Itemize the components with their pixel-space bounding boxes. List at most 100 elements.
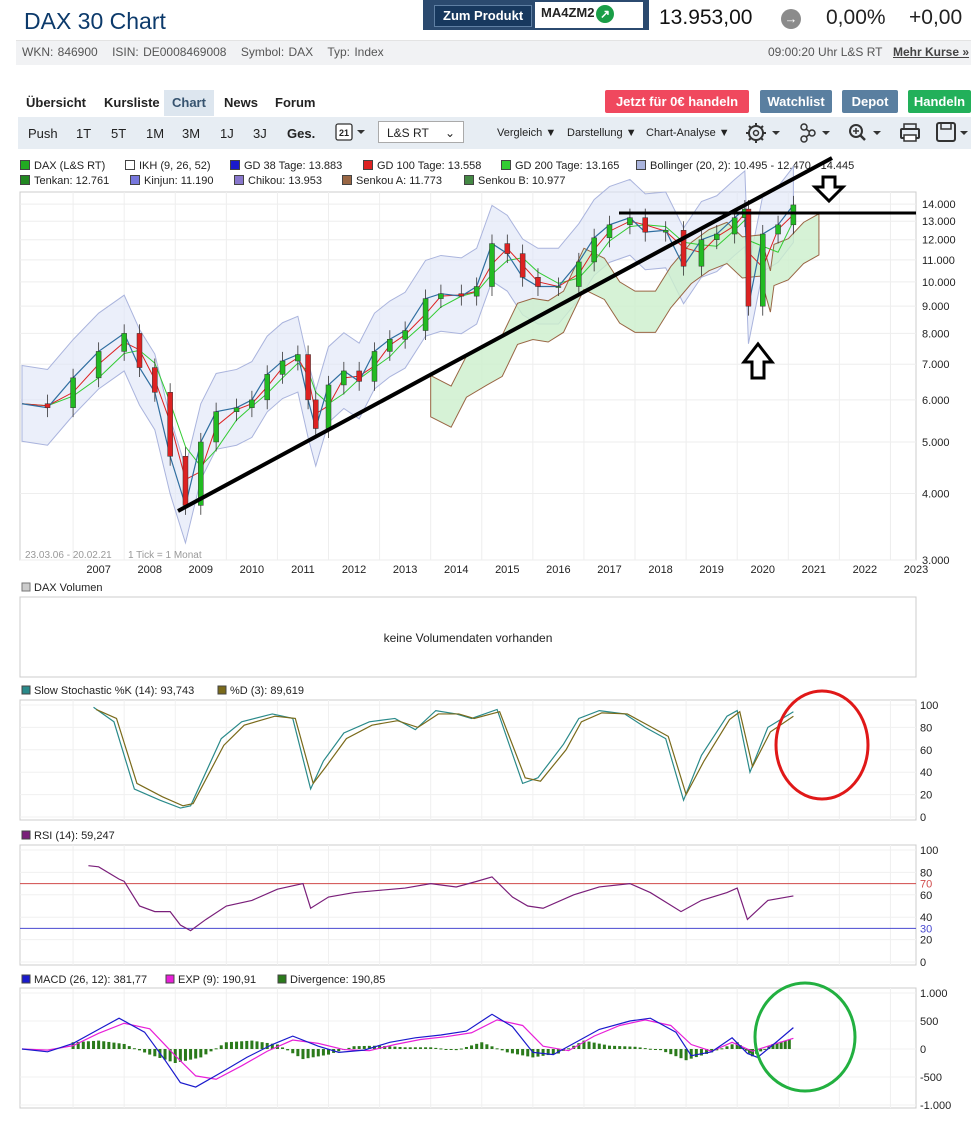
legend-swatch bbox=[234, 175, 244, 185]
save-icon[interactable] bbox=[936, 122, 968, 142]
candle-body bbox=[458, 293, 465, 297]
candle-body bbox=[70, 377, 76, 408]
period-1j[interactable]: 1J bbox=[220, 126, 234, 141]
period-push[interactable]: Push bbox=[28, 126, 58, 141]
y-tick-label: 60 bbox=[920, 745, 932, 757]
candle-body bbox=[519, 253, 526, 278]
divergence-bar bbox=[301, 1049, 305, 1060]
y-tick-label: 1.000 bbox=[920, 988, 948, 1000]
legend-item[interactable]: DAX (L&S RT) bbox=[20, 160, 105, 172]
tab-overview[interactable]: Übersicht bbox=[26, 95, 86, 110]
rsi-legend: RSI (14): 59,247 bbox=[34, 830, 115, 842]
candle-body bbox=[182, 456, 189, 506]
period-1m[interactable]: 1M bbox=[146, 126, 165, 141]
candle-body bbox=[775, 224, 781, 235]
depot-button[interactable]: Depot bbox=[842, 90, 898, 113]
divergence-bar bbox=[674, 1049, 678, 1057]
compare-menu[interactable]: Vergleich ▼ bbox=[497, 127, 556, 139]
candle-body bbox=[264, 374, 270, 401]
gear-icon[interactable] bbox=[746, 123, 780, 143]
divergence-bar bbox=[245, 1040, 249, 1049]
trade-free-button[interactable]: Jetzt für 0€ handeln bbox=[605, 90, 749, 113]
period-3m[interactable]: 3M bbox=[182, 126, 201, 141]
volume-empty-message: keine Volumendaten vorhanden bbox=[384, 631, 553, 645]
candle-body bbox=[555, 286, 562, 288]
divergence-bar bbox=[127, 1046, 131, 1049]
zoom-in-icon[interactable] bbox=[849, 124, 881, 141]
divergence-bar bbox=[694, 1049, 698, 1058]
divergence-bar bbox=[783, 1040, 787, 1049]
watchlist-button[interactable]: Watchlist bbox=[760, 90, 832, 113]
x-tick-label: 2016 bbox=[546, 564, 570, 576]
divergence-bar bbox=[787, 1039, 791, 1049]
divergence-bar bbox=[137, 1049, 141, 1051]
candle-body bbox=[167, 392, 173, 457]
period-3j[interactable]: 3J bbox=[253, 126, 267, 141]
legend-swatch bbox=[230, 160, 240, 170]
legend-item[interactable]: GD 38 Tage: 13.883 bbox=[230, 160, 342, 172]
divergence-bar bbox=[699, 1049, 703, 1056]
divergence-bar bbox=[132, 1048, 136, 1050]
legend-item[interactable]: Chikou: 13.953 bbox=[234, 175, 322, 187]
divergence-bar bbox=[567, 1048, 571, 1050]
to-product-button[interactable]: Zum Produkt bbox=[434, 5, 533, 27]
candle-body bbox=[249, 399, 255, 408]
annotations bbox=[177, 156, 916, 513]
tab-price-list[interactable]: Kursliste bbox=[104, 95, 160, 110]
divergence-bar bbox=[112, 1042, 116, 1049]
period-5t[interactable]: 5T bbox=[111, 126, 127, 141]
legend-item[interactable]: IKH (9, 26, 52) bbox=[125, 160, 211, 172]
candle-body bbox=[489, 243, 495, 287]
divergence-bar bbox=[311, 1049, 315, 1058]
y-tick-label: 9.000 bbox=[922, 301, 950, 313]
rsi-line bbox=[88, 865, 794, 932]
caret-down-icon: ▼ bbox=[718, 127, 730, 139]
candle-body bbox=[387, 338, 393, 352]
legend-item[interactable]: Kinjun: 11.190 bbox=[130, 175, 214, 187]
divergence-bar bbox=[747, 1049, 751, 1054]
divergence-bar bbox=[613, 1045, 617, 1049]
divergence-bar bbox=[378, 1045, 382, 1049]
y-tick-label: 8.000 bbox=[922, 328, 950, 340]
period-ges[interactable]: Ges. bbox=[287, 126, 316, 141]
trendline-support bbox=[177, 156, 833, 513]
divergence-bar bbox=[664, 1049, 668, 1053]
stoch-d-line bbox=[95, 708, 794, 807]
candle-body bbox=[535, 277, 541, 287]
legend-item[interactable]: GD 100 Tage: 13.558 bbox=[363, 160, 481, 172]
divergence-bar bbox=[495, 1048, 499, 1050]
red-circle-annotation bbox=[774, 689, 870, 801]
tab-chart[interactable]: Chart bbox=[164, 90, 214, 116]
tab-forum[interactable]: Forum bbox=[275, 95, 316, 110]
rsi-plot-area bbox=[19, 844, 917, 966]
legend-item[interactable]: Senkou B: 10.977 bbox=[464, 175, 565, 187]
network-icon[interactable] bbox=[800, 123, 830, 143]
legend-item[interactable]: Tenkan: 12.761 bbox=[20, 175, 109, 187]
divergence-bar bbox=[362, 1045, 366, 1049]
legend-item[interactable]: Bollinger (20, 2): 10.495 - 12.470 - 14.… bbox=[636, 160, 854, 172]
divergence-bar bbox=[648, 1048, 652, 1050]
candle-body bbox=[312, 399, 319, 429]
x-tick-label: 2009 bbox=[189, 564, 213, 576]
exchange-select[interactable]: L&S RT ⌄ bbox=[378, 121, 464, 143]
tab-news[interactable]: News bbox=[224, 95, 258, 110]
period-1t[interactable]: 1T bbox=[76, 126, 92, 141]
more-prices-link[interactable]: Mehr Kurse » bbox=[893, 45, 970, 59]
x-tick-label: 2017 bbox=[597, 564, 621, 576]
product-isin-link[interactable]: MA4ZM2 ↗ bbox=[535, 2, 643, 28]
calendar-button[interactable]: 21 bbox=[333, 121, 369, 143]
trade-button[interactable]: Handeln bbox=[908, 90, 971, 113]
y-tick-label: 40 bbox=[920, 767, 932, 779]
divergence-bar bbox=[541, 1049, 545, 1056]
display-menu[interactable]: Darstellung ▼ bbox=[567, 127, 637, 139]
divergence-bar bbox=[117, 1043, 121, 1049]
x-tick-label: 2007 bbox=[86, 564, 110, 576]
analysis-menu[interactable]: Chart-Analyse ▼ bbox=[646, 127, 730, 139]
divergence-bar bbox=[434, 1047, 438, 1049]
print-icon[interactable] bbox=[900, 123, 920, 142]
y-tick-label: 80 bbox=[920, 867, 932, 879]
legend-item[interactable]: GD 200 Tage: 13.165 bbox=[501, 160, 619, 172]
legend-item[interactable]: Senkou A: 11.773 bbox=[342, 175, 442, 187]
price-series bbox=[21, 195, 797, 515]
